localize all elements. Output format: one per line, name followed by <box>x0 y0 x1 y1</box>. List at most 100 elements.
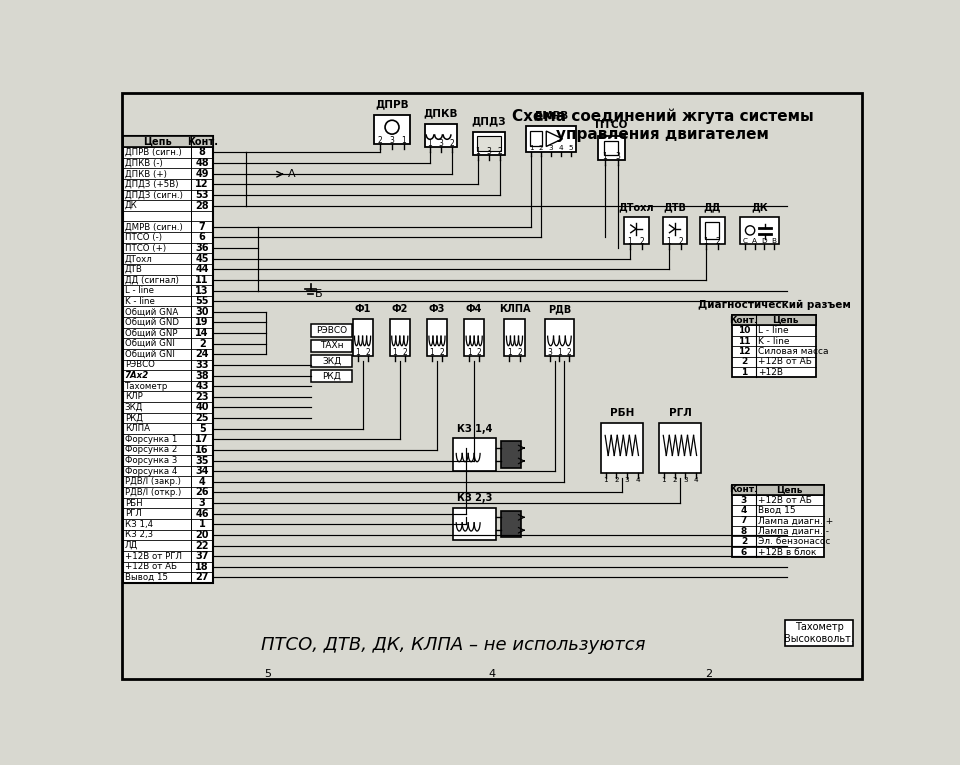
Bar <box>504 319 524 356</box>
Text: ДТохл: ДТохл <box>618 202 654 212</box>
Bar <box>530 131 541 146</box>
Text: 4: 4 <box>741 506 747 515</box>
Bar <box>732 484 824 495</box>
Text: 40: 40 <box>196 402 209 412</box>
Text: 12: 12 <box>196 179 209 189</box>
Bar <box>390 319 410 356</box>
Text: 1: 1 <box>666 236 671 246</box>
Text: РЭВСО: РЭВСО <box>125 360 155 369</box>
Text: 3: 3 <box>625 477 630 483</box>
Text: 4: 4 <box>199 477 205 487</box>
Bar <box>732 484 824 557</box>
Text: 2: 2 <box>378 136 382 145</box>
Bar <box>311 324 351 337</box>
Text: +12В в блок: +12В в блок <box>757 548 816 557</box>
Text: 48: 48 <box>195 158 209 168</box>
Text: 2: 2 <box>706 669 712 679</box>
Text: 3: 3 <box>615 152 620 161</box>
Text: 2: 2 <box>539 145 543 151</box>
Bar <box>123 136 213 583</box>
Text: 2: 2 <box>497 147 502 155</box>
Bar <box>311 340 351 352</box>
Text: 2: 2 <box>365 347 370 356</box>
Text: 22: 22 <box>196 541 209 551</box>
Text: Цепь: Цепь <box>143 137 172 147</box>
Text: ЗКД: ЗКД <box>322 356 341 366</box>
Text: КЛПА: КЛПА <box>499 304 530 314</box>
Text: 6: 6 <box>741 548 747 557</box>
Text: РДВ/I (закр.): РДВ/I (закр.) <box>125 477 180 487</box>
Text: 4: 4 <box>489 669 495 679</box>
Text: 1: 1 <box>604 477 608 483</box>
Text: 12: 12 <box>737 347 750 356</box>
Text: А: А <box>288 169 296 179</box>
Text: 1: 1 <box>741 368 747 377</box>
Bar <box>601 423 643 473</box>
Text: A: A <box>752 238 757 244</box>
Text: ДК: ДК <box>125 201 137 210</box>
Text: 45: 45 <box>196 254 209 264</box>
Text: 2: 2 <box>449 139 454 148</box>
Bar <box>500 511 520 537</box>
Text: ДТВ: ДТВ <box>125 265 142 274</box>
Text: K - line: K - line <box>757 337 789 346</box>
Text: 2: 2 <box>199 339 205 349</box>
Text: КЛПА: КЛПА <box>125 424 150 433</box>
Bar <box>472 132 505 155</box>
Text: 1: 1 <box>704 236 708 246</box>
Text: 37: 37 <box>196 552 209 562</box>
Text: ДМРВ (сигн.): ДМРВ (сигн.) <box>125 223 182 231</box>
Text: L - line: L - line <box>757 326 788 335</box>
Text: 7: 7 <box>199 222 205 232</box>
Text: РБН: РБН <box>610 409 634 418</box>
Text: Диагностический разъем: Диагностический разъем <box>698 301 851 311</box>
Text: 34: 34 <box>196 466 209 476</box>
Text: Тахометр
Высоковольт.: Тахометр Высоковольт. <box>784 622 854 644</box>
Text: ДД (сигнал): ДД (сигнал) <box>125 275 179 285</box>
Text: РЭВСО: РЭВСО <box>316 326 348 335</box>
Text: 1: 1 <box>199 519 205 529</box>
Text: Ф4: Ф4 <box>466 304 482 314</box>
Text: РДВ/I (откр.): РДВ/I (откр.) <box>125 488 180 497</box>
Text: 1: 1 <box>628 236 633 246</box>
Text: 8: 8 <box>199 148 205 158</box>
Bar <box>732 315 816 377</box>
Text: 1: 1 <box>401 136 406 145</box>
Text: 2: 2 <box>477 347 482 356</box>
Text: ПТСО, ДТВ, ДК, КЛПА – не используются: ПТСО, ДТВ, ДК, КЛПА – не используются <box>261 636 645 653</box>
Text: 3: 3 <box>439 139 444 148</box>
Text: Тахометр: Тахометр <box>125 382 168 391</box>
Text: РДВ: РДВ <box>548 304 571 314</box>
Text: 17: 17 <box>196 435 209 444</box>
Text: Форсунка 4: Форсунка 4 <box>125 467 177 476</box>
Text: 2: 2 <box>402 347 407 356</box>
Text: 11: 11 <box>737 337 750 346</box>
Text: D: D <box>761 238 767 244</box>
Text: 1: 1 <box>557 347 562 356</box>
Text: 49: 49 <box>196 168 209 179</box>
Text: Форсунка 2: Форсунка 2 <box>125 445 177 454</box>
Text: Конт.: Конт. <box>730 485 758 494</box>
Text: Общий GNI: Общий GNI <box>125 350 175 359</box>
Text: ТАХн: ТАХн <box>320 341 344 350</box>
Text: 20: 20 <box>196 530 209 540</box>
Text: 2: 2 <box>716 236 721 246</box>
Text: ДПРВ: ДПРВ <box>375 99 409 109</box>
Text: Конт.: Конт. <box>730 316 758 325</box>
Text: 1: 1 <box>507 347 512 356</box>
Text: 1: 1 <box>475 147 480 155</box>
Text: Общий GNI: Общий GNI <box>125 339 175 348</box>
Bar <box>500 441 520 467</box>
Text: 1: 1 <box>427 139 432 148</box>
Bar <box>311 355 351 367</box>
Text: ДПДЗ (+5В): ДПДЗ (+5В) <box>125 180 179 189</box>
Text: РГЛ: РГЛ <box>668 409 691 418</box>
Text: 33: 33 <box>196 360 209 370</box>
Bar <box>453 438 496 470</box>
Text: 44: 44 <box>196 264 209 275</box>
Bar <box>740 216 779 244</box>
Text: ДПКВ: ДПКВ <box>423 109 458 119</box>
Text: +12В от РГЛ: +12В от РГЛ <box>125 552 181 561</box>
Text: 2: 2 <box>679 236 684 246</box>
Text: ПТСО (+): ПТСО (+) <box>125 243 166 252</box>
